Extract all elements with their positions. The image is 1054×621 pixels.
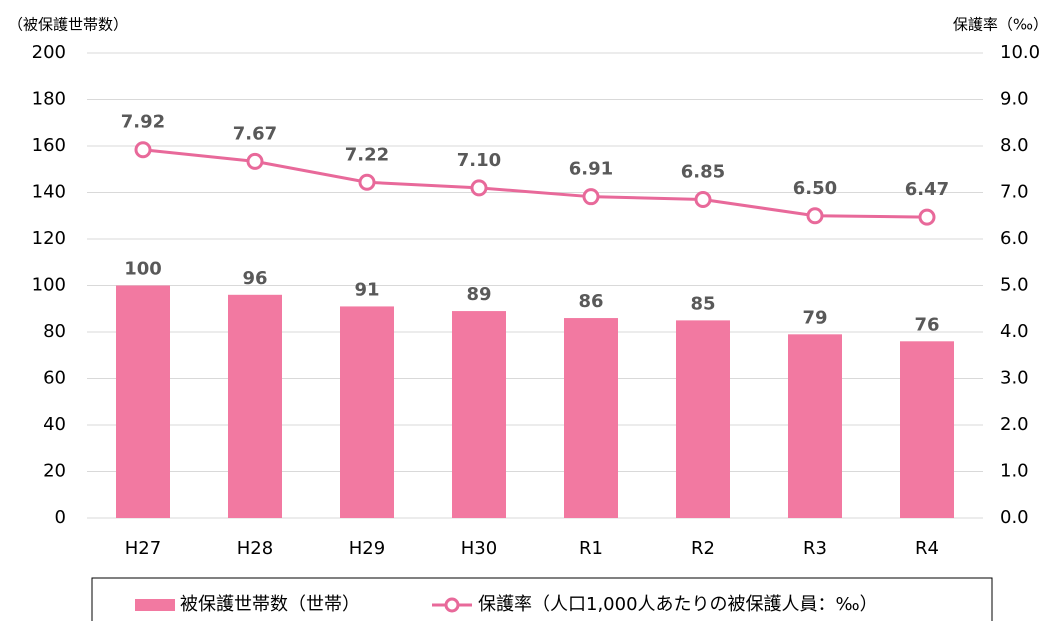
y-tick-label: 40 [43, 414, 66, 435]
x-tick-label: R3 [803, 538, 827, 559]
y2-tick-label: 3.0 [1000, 368, 1029, 389]
line-value-label: 6.85 [681, 161, 725, 182]
line-marker [694, 190, 712, 208]
line [142, 148, 928, 219]
x-tick-label: R2 [691, 538, 715, 559]
line-value-label: 6.91 [569, 159, 613, 180]
y2-tick-label: 8.0 [1000, 135, 1029, 156]
line-marker [806, 207, 824, 225]
x-tick-label: H28 [237, 538, 273, 559]
y2-tick-label: 0.0 [1000, 507, 1029, 528]
y-tick-label: 100 [32, 275, 66, 296]
y-tick-label: 60 [43, 368, 66, 389]
y2-tick-label: 5.0 [1000, 275, 1029, 296]
bar [340, 306, 394, 518]
line-value-label: 7.67 [233, 123, 277, 144]
y-tick-label: 180 [32, 89, 66, 110]
y2-tick-label: 2.0 [1000, 414, 1029, 435]
x-tick-label: H27 [125, 538, 161, 559]
bar [564, 318, 618, 518]
y-tick-label: 120 [32, 228, 66, 249]
bar-value-label: 96 [242, 268, 267, 289]
y-tick-label: 0 [55, 507, 66, 528]
line-marker [358, 173, 376, 191]
bar-value-label: 86 [578, 291, 603, 312]
bar [452, 311, 506, 518]
legend-box [91, 577, 993, 621]
y2-tick-label: 1.0 [1000, 461, 1029, 482]
bar [788, 334, 842, 518]
y2-axis-label: 保護率（‰） [953, 16, 1048, 34]
line-value-label: 6.47 [905, 179, 949, 200]
line-value-label: 7.22 [345, 144, 389, 165]
line-marker [582, 188, 600, 206]
line-marker [918, 208, 936, 226]
y2-tick-label: 6.0 [1000, 228, 1029, 249]
bar [116, 285, 170, 518]
y2-tick-label: 9.0 [1000, 89, 1029, 110]
line-value-label: 7.10 [457, 150, 501, 171]
x-tick-label: H29 [349, 538, 385, 559]
bar-value-label: 100 [124, 259, 162, 280]
x-tick-label: R4 [915, 538, 939, 559]
bar [676, 320, 730, 518]
line-marker [246, 152, 264, 170]
line-marker [134, 141, 152, 159]
y2-tick-label: 10.0 [1000, 42, 1040, 63]
bar [900, 341, 954, 518]
legend-swatch [135, 599, 175, 611]
y2-tick-label: 4.0 [1000, 321, 1029, 342]
y-axis-label: （被保護世帯数） [8, 16, 128, 34]
bar-value-label: 91 [354, 279, 379, 300]
legend-swatch [444, 597, 460, 613]
bar-value-label: 79 [802, 307, 827, 328]
y2-tick-label: 7.0 [1000, 182, 1029, 203]
legend-label: 保護率（人口1,000人あたりの被保護人員：‰） [478, 594, 878, 615]
y-tick-label: 160 [32, 135, 66, 156]
y-tick-label: 80 [43, 321, 66, 342]
y-tick-label: 140 [32, 182, 66, 203]
x-tick-label: H30 [461, 538, 497, 559]
bar-value-label: 76 [914, 314, 939, 335]
bar-value-label: 89 [466, 284, 491, 305]
legend-label: 被保護世帯数（世帯） [180, 594, 360, 615]
bar-value-label: 85 [690, 293, 715, 314]
line-value-label: 6.50 [793, 178, 837, 199]
y-tick-label: 20 [43, 461, 66, 482]
line-value-label: 7.92 [121, 112, 165, 133]
bar [228, 294, 282, 518]
x-tick-label: R1 [579, 538, 603, 559]
y-tick-label: 200 [32, 42, 66, 63]
line-marker [470, 179, 488, 197]
